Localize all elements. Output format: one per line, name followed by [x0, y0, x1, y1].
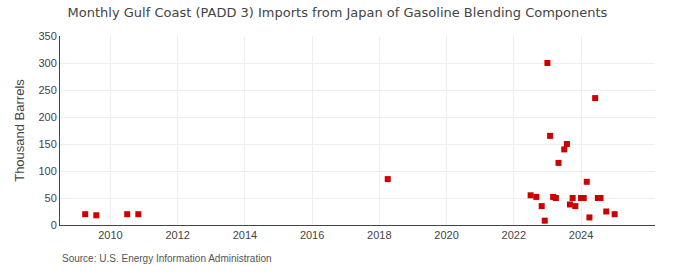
svg-text:2024: 2024: [569, 229, 593, 241]
svg-text:2022: 2022: [502, 229, 526, 241]
svg-text:250: 250: [38, 84, 56, 96]
svg-text:Thousand Barrels: Thousand Barrels: [12, 79, 27, 182]
svg-text:2020: 2020: [434, 229, 458, 241]
svg-text:200: 200: [38, 111, 56, 123]
svg-text:2014: 2014: [233, 229, 257, 241]
svg-text:50: 50: [45, 192, 57, 204]
svg-text:100: 100: [38, 165, 56, 177]
svg-text:2010: 2010: [98, 229, 122, 241]
svg-text:2012: 2012: [165, 229, 189, 241]
svg-text:Source: U.S. Energy Informatio: Source: U.S. Energy Information Administ…: [62, 253, 272, 264]
svg-text:0: 0: [51, 219, 57, 231]
svg-text:Monthly Gulf Coast (PADD 3) Im: Monthly Gulf Coast (PADD 3) Imports from…: [68, 5, 608, 20]
svg-text:350: 350: [38, 30, 56, 42]
svg-text:2018: 2018: [367, 229, 391, 241]
svg-text:300: 300: [38, 57, 56, 69]
svg-text:150: 150: [38, 138, 56, 150]
svg-text:2016: 2016: [300, 229, 324, 241]
